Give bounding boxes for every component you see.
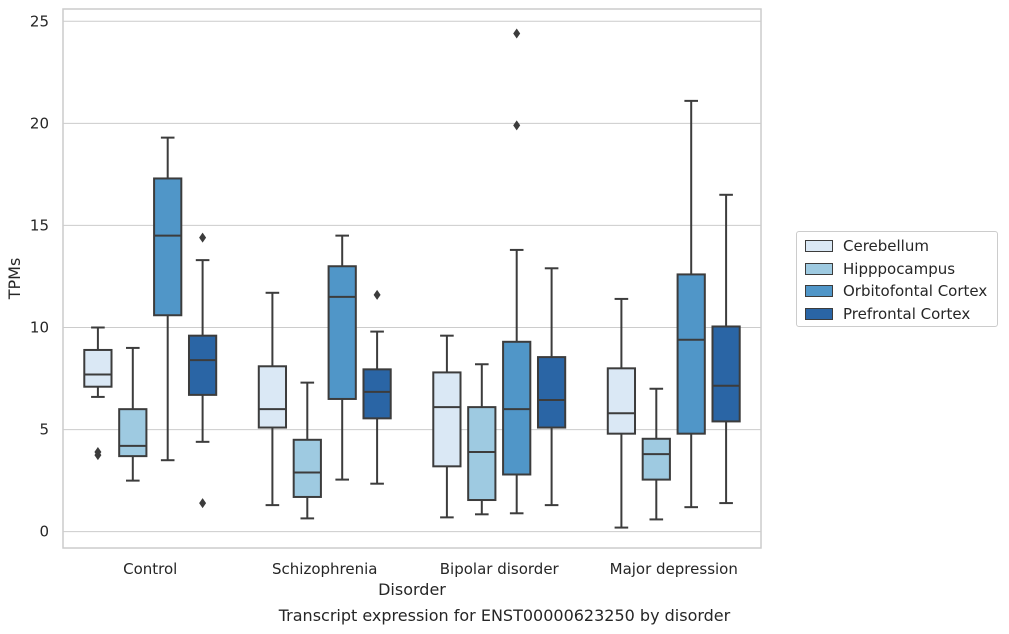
x-tick-label: Major depression	[610, 560, 738, 578]
box	[187, 334, 218, 396]
x-axis-label: Disorder	[378, 580, 446, 599]
box	[467, 406, 497, 502]
box	[641, 437, 671, 481]
box	[83, 348, 113, 388]
y-tick-label: 10	[30, 319, 49, 337]
box	[257, 365, 288, 429]
outlier-point	[373, 289, 381, 300]
outlier-point	[199, 232, 207, 243]
legend-swatch-prefrontal	[805, 308, 833, 320]
x-tick-label: Bipolar disorder	[440, 560, 560, 578]
box	[432, 371, 462, 468]
box	[327, 265, 357, 400]
box	[118, 408, 148, 458]
box	[292, 438, 322, 498]
legend-label: Orbitofontal Cortex	[843, 282, 988, 300]
y-axis-label: TPMs	[5, 258, 24, 301]
legend-swatch-cerebellum	[805, 240, 833, 252]
box	[362, 368, 392, 420]
legend-item: Cerebellum	[805, 236, 929, 256]
legend-swatch-orbitofrontal	[805, 285, 833, 297]
plot-frame	[62, 8, 762, 549]
outlier-point	[513, 28, 521, 39]
figure-caption: Transcript expression for ENST0000062325…	[278, 606, 731, 625]
box	[676, 273, 706, 435]
legend-label: Hipppocampus	[843, 260, 956, 278]
y-tick-label: 15	[30, 216, 49, 234]
outlier-point	[199, 498, 207, 509]
box	[502, 340, 532, 476]
outlier-point	[513, 120, 521, 131]
chart-legend: Cerebellum Hipppocampus Orbitofontal Cor…	[796, 231, 998, 327]
x-tick-label: Control	[123, 560, 177, 578]
x-tick-label: Schizophrenia	[272, 560, 377, 578]
legend-label: Cerebellum	[843, 237, 929, 255]
y-tick-label: 5	[39, 421, 49, 439]
box	[711, 325, 741, 423]
y-tick-label: 0	[39, 523, 49, 541]
legend-swatch-hippocampus	[805, 263, 833, 275]
legend-item: Orbitofontal Cortex	[805, 281, 987, 301]
legend-item: Hipppocampus	[805, 259, 955, 279]
legend-label: Prefrontal Cortex	[843, 305, 971, 323]
legend-item: Prefrontal Cortex	[805, 304, 970, 324]
y-tick-label: 20	[30, 114, 49, 132]
box	[536, 356, 567, 429]
box	[153, 177, 183, 317]
outlier-point	[94, 447, 102, 458]
y-tick-label: 25	[30, 12, 49, 30]
box	[606, 367, 637, 435]
